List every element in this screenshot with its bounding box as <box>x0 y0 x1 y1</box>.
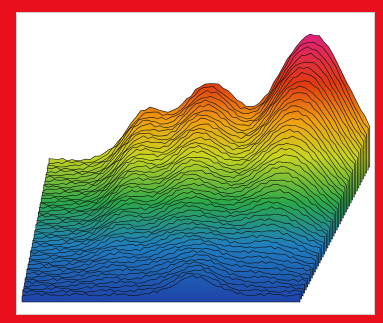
surface-slice <box>21 274 301 303</box>
slices <box>21 33 371 303</box>
